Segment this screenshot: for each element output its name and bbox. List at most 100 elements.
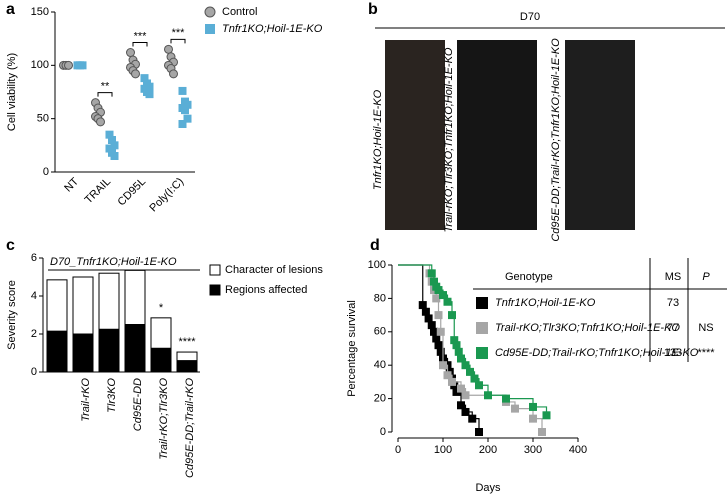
censor-marker bbox=[436, 327, 445, 336]
bracket bbox=[170, 38, 186, 44]
censor-marker bbox=[443, 297, 452, 306]
table-cell: Cd95E-DD;Trail-rKO;Tnfr1KO;Hoil-1E-KO bbox=[495, 347, 699, 359]
censor-marker bbox=[461, 407, 470, 416]
panel-letter: a bbox=[6, 1, 15, 18]
x-tick-label: CD95L bbox=[115, 176, 148, 209]
censor-marker bbox=[484, 391, 492, 400]
x-tick-label: 300 bbox=[524, 444, 542, 456]
y-tick-label: 100 bbox=[368, 259, 386, 271]
dot bbox=[181, 106, 189, 115]
table-cell: NS bbox=[698, 322, 713, 334]
dot bbox=[64, 60, 73, 70]
table-cell: Trail-rKO;Tlr3KO;Tnfr1KO;Hoil-1E-KO bbox=[495, 322, 680, 334]
censor-marker bbox=[529, 414, 537, 423]
x-tick-label: TRAIL bbox=[83, 176, 114, 207]
censor-marker bbox=[439, 361, 447, 370]
y-tick-label: 4 bbox=[31, 290, 37, 302]
legend-swatch bbox=[476, 322, 488, 334]
censor-marker bbox=[529, 402, 537, 411]
censor-marker bbox=[427, 321, 436, 330]
table-cell: 73 bbox=[667, 297, 679, 309]
censor-marker bbox=[475, 428, 483, 436]
censor-marker bbox=[511, 404, 519, 413]
x-tick-label: Tlr3KO bbox=[106, 378, 118, 413]
y-tick-label: 0 bbox=[380, 426, 386, 438]
panel-letter: d bbox=[370, 237, 380, 254]
x-tick-label: Cd95E-DD;Trail-rKO bbox=[184, 378, 196, 478]
x-tick-label: 100 bbox=[434, 444, 452, 456]
censor-marker bbox=[457, 384, 465, 393]
censor-marker bbox=[443, 371, 452, 380]
photo bbox=[565, 40, 635, 230]
censor-marker bbox=[468, 414, 477, 423]
y-tick-label: 100 bbox=[31, 59, 49, 71]
censor-marker bbox=[450, 336, 459, 345]
y-tick-label: 20 bbox=[374, 393, 386, 405]
censor-marker bbox=[432, 294, 441, 303]
censor-marker bbox=[418, 301, 427, 310]
y-tick-label: 0 bbox=[43, 166, 49, 178]
significance: **** bbox=[178, 336, 196, 348]
censor-marker bbox=[424, 314, 433, 323]
legend-label: Tnfr1KO;Hoil-1E-KO bbox=[222, 23, 323, 35]
dot bbox=[169, 69, 178, 79]
y-tick-label: 2 bbox=[31, 328, 37, 340]
bar-segment bbox=[72, 276, 94, 335]
bar-segment bbox=[72, 333, 94, 373]
bar-segment bbox=[124, 269, 146, 326]
dot bbox=[105, 144, 114, 153]
chart-title: D70_Tnfr1KO;Hoil-1E-KO bbox=[50, 256, 177, 268]
dot bbox=[108, 136, 116, 144]
bar-segment bbox=[98, 272, 120, 330]
legend-marker bbox=[205, 24, 215, 34]
y-tick-label: 50 bbox=[37, 113, 49, 125]
censor-marker bbox=[461, 361, 470, 370]
censor-marker bbox=[538, 428, 546, 436]
x-tick-label: 400 bbox=[569, 444, 587, 456]
bar-segment bbox=[98, 328, 120, 373]
bar-segment bbox=[150, 347, 172, 373]
y-axis-label: Percentage survival bbox=[346, 300, 358, 397]
table-cell: **** bbox=[697, 347, 715, 359]
x-tick-label: 0 bbox=[395, 444, 401, 456]
legend-swatch bbox=[476, 347, 488, 359]
censor-marker bbox=[436, 347, 445, 356]
dot bbox=[110, 141, 119, 150]
photo-label: Cd95E-DD;Trail-rKO;Tnfr1KO;Hoil-1E-KO bbox=[550, 38, 562, 242]
table-cell: 77 bbox=[667, 322, 679, 334]
censor-marker bbox=[457, 354, 465, 363]
censor-marker bbox=[454, 347, 463, 356]
censor-marker bbox=[475, 381, 483, 390]
dot bbox=[178, 120, 187, 128]
x-axis-label: Days bbox=[475, 482, 501, 494]
censor-marker bbox=[421, 307, 430, 316]
censor-marker bbox=[434, 341, 443, 350]
legend-swatch bbox=[476, 297, 488, 309]
dot bbox=[145, 82, 154, 91]
legend-swatch bbox=[209, 284, 221, 296]
bar-segment bbox=[176, 351, 198, 362]
bracket bbox=[132, 42, 148, 47]
bracket bbox=[97, 92, 113, 97]
censor-marker bbox=[452, 341, 461, 350]
bar-segment bbox=[46, 330, 68, 373]
censor-marker bbox=[502, 394, 510, 403]
table-header: P bbox=[702, 271, 710, 283]
censor-marker bbox=[430, 327, 438, 336]
dot bbox=[164, 44, 173, 54]
y-tick-label: 80 bbox=[374, 292, 386, 304]
dot bbox=[178, 86, 187, 95]
significance: *** bbox=[134, 30, 148, 42]
dot bbox=[78, 61, 87, 70]
censor-marker bbox=[434, 286, 443, 295]
legend-label: Control bbox=[222, 6, 257, 18]
x-tick-label: NT bbox=[62, 175, 81, 194]
table-cell: Tnfr1KO;Hoil-1E-KO bbox=[495, 297, 596, 309]
bar-segment bbox=[176, 360, 198, 373]
significance: *** bbox=[172, 27, 186, 39]
table-header: Genotype bbox=[505, 271, 553, 283]
significance: * bbox=[159, 302, 164, 314]
y-tick-label: 40 bbox=[374, 359, 386, 371]
dot bbox=[126, 48, 135, 58]
legend-marker bbox=[204, 6, 216, 18]
